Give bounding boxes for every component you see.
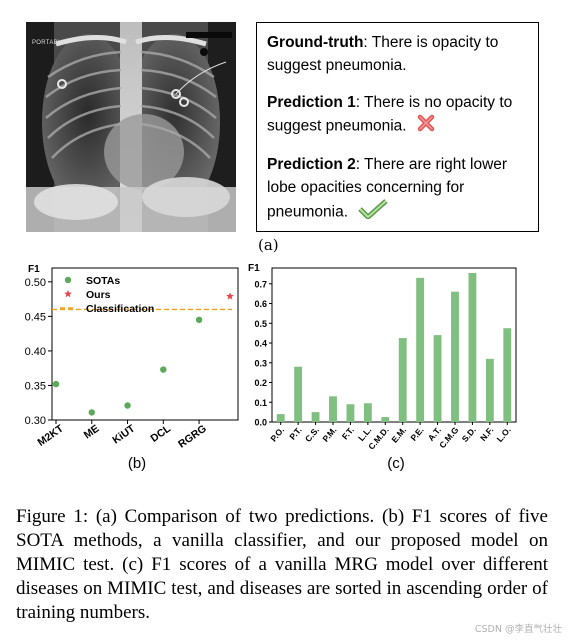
y-tick-label: 0.2 <box>254 378 267 388</box>
y-axis-label: F1 <box>28 264 40 275</box>
subfigure-c-label: (c) <box>387 455 405 472</box>
y-tick-label: 0.40 <box>25 346 46 358</box>
bar <box>381 417 390 422</box>
bar <box>276 414 285 422</box>
bar <box>398 338 407 422</box>
y-tick-label: 0.7 <box>254 279 267 289</box>
chest-xray-image: PORTABLE <box>26 22 236 232</box>
sota-point <box>124 402 131 409</box>
sota-point <box>160 366 167 373</box>
bar <box>433 335 442 422</box>
f1-bar-chart: F10.00.10.20.30.40.50.60.7P.O. P.T. C.S. P.… <box>248 263 517 472</box>
bar <box>416 277 425 422</box>
bar <box>485 358 494 422</box>
bar <box>468 272 477 422</box>
y-tick-label: 0.3 <box>254 358 267 368</box>
plot-frame <box>271 267 517 423</box>
legend-sotas-marker <box>64 276 72 284</box>
check-icon <box>358 199 388 226</box>
csdn-watermark: CSDN @李直气壮壮 <box>474 624 562 635</box>
subfigure-a-label: (a) <box>258 236 279 254</box>
ours-point <box>226 292 234 300</box>
x-tick-label: C.M.G <box>437 425 461 451</box>
x-tick-label: P.M. <box>320 425 338 444</box>
x-tick-label: KiUT <box>110 422 137 446</box>
bar <box>346 404 355 422</box>
ground-truth-label: Ground-truth <box>267 34 364 51</box>
x-tick-label: P.T. <box>287 425 303 442</box>
predictions-box: Ground-truth: There is opacity to sugges… <box>256 22 539 232</box>
x-tick-label: DCL <box>148 422 173 445</box>
prediction-2-label: Prediction 2 <box>267 156 356 173</box>
subfigure-b-label: (b) <box>128 455 146 472</box>
bar <box>503 328 512 422</box>
x-tick-label: RGRG <box>176 423 209 451</box>
x-tick-label: S.D. <box>460 425 478 444</box>
x-tick-label: N.F. <box>478 425 495 443</box>
y-tick-label: 0.35 <box>25 380 46 392</box>
plot-frame <box>51 267 239 421</box>
legend-ours-marker <box>64 290 72 298</box>
y-tick-label: 0.4 <box>254 339 267 349</box>
figure-caption: Figure 1: (a) Comparison of two predicti… <box>16 506 548 623</box>
y-tick-label: 0.6 <box>254 299 267 309</box>
x-tick-label: P.O. <box>268 425 286 444</box>
legend-sotas-label: SOTAs <box>86 275 120 287</box>
x-tick-label: C.S. <box>303 425 321 444</box>
x-tick-label: P.E. <box>408 425 425 443</box>
y-tick-label: 0.50 <box>25 277 46 289</box>
prediction-2-text: Prediction 2: There are right lower lobe… <box>267 153 528 226</box>
y-axis-label: F1 <box>248 263 260 274</box>
y-tick-label: 0.0 <box>254 418 267 428</box>
bar <box>294 366 303 422</box>
cross-icon <box>417 114 435 139</box>
sota-point <box>52 380 60 388</box>
x-tick-label: ME <box>82 423 102 442</box>
xray-portable-tag: PORTABLE <box>32 40 66 46</box>
bar <box>363 403 372 422</box>
prediction-1-label: Prediction 1 <box>267 94 356 111</box>
legend-classification-label: Classification <box>86 303 154 315</box>
prediction-1-sentence: : There is no opacity to suggest pneumon… <box>267 94 513 135</box>
sota-point <box>88 409 95 416</box>
bar <box>329 396 337 422</box>
ground-truth-sentence: : There is opacity to suggest pneumonia. <box>267 34 499 74</box>
prediction-1-text: Prediction 1: There is no opacity to sug… <box>267 91 528 139</box>
y-tick-label: 0.5 <box>254 319 267 329</box>
sota-point <box>195 316 203 324</box>
x-tick-label: F.T. <box>340 425 356 442</box>
x-tick-label: L.O. <box>495 425 513 444</box>
y-tick-label: 0.1 <box>254 398 267 408</box>
y-tick-label: 0.45 <box>25 311 46 323</box>
ground-truth-text: Ground-truth: There is opacity to sugges… <box>267 31 528 77</box>
y-tick-label: 0.30 <box>25 415 46 427</box>
bar <box>451 291 459 422</box>
x-tick-label: E.M. <box>389 425 408 445</box>
bar <box>311 412 320 422</box>
legend-ours-label: Ours <box>86 289 111 301</box>
prediction-2-sentence: : There are right lower lobe opacities c… <box>267 156 508 221</box>
